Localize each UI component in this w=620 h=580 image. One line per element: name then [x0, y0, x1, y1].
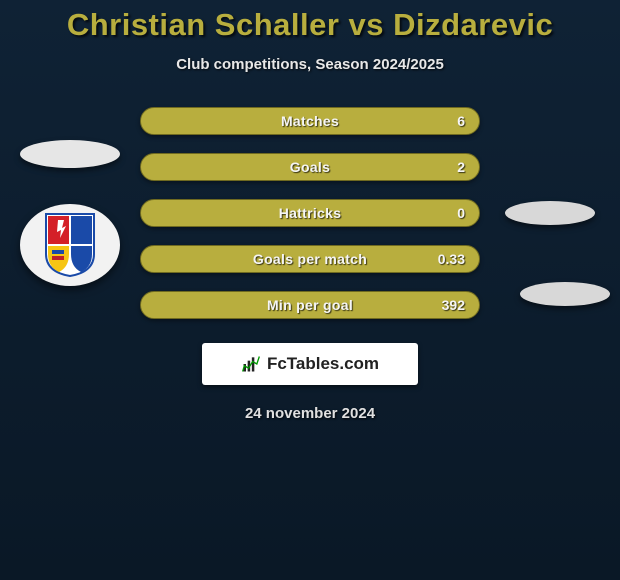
stat-label: Min per goal: [267, 297, 353, 313]
subtitle: Club competitions, Season 2024/2025: [176, 56, 444, 73]
club-logo-left: [20, 204, 120, 286]
stat-label: Hattricks: [279, 205, 342, 221]
placeholder-oval-left: [20, 140, 120, 168]
stat-label: Goals: [290, 159, 330, 175]
branding-badge[interactable]: FcTables.com: [202, 343, 418, 385]
player-right-column: [490, 201, 610, 225]
stat-bar: Hattricks 0: [140, 199, 480, 227]
stat-label: Goals per match: [253, 251, 367, 267]
stats-bars: Matches 6 Goals 2 Hattricks 0 Goals per …: [140, 107, 480, 319]
shield-icon: [42, 212, 98, 278]
branding-text: FcTables.com: [267, 354, 379, 374]
bar-chart-icon: [241, 354, 261, 374]
stat-bar: Matches 6: [140, 107, 480, 135]
stat-bar: Goals 2: [140, 153, 480, 181]
stat-value: 2: [457, 159, 465, 175]
stat-value: 0: [457, 205, 465, 221]
stat-value: 0.33: [438, 251, 465, 267]
stat-value: 392: [442, 297, 465, 313]
date-text: 24 november 2024: [245, 405, 375, 422]
player-left-column: [10, 140, 130, 286]
stat-label: Matches: [281, 113, 339, 129]
comparison-row: Matches 6 Goals 2 Hattricks 0 Goals per …: [0, 107, 620, 319]
stat-bar: Goals per match 0.33: [140, 245, 480, 273]
stat-value: 6: [457, 113, 465, 129]
placeholder-oval-right-2: [520, 282, 610, 306]
page-title: Christian Schaller vs Dizdarevic: [67, 8, 553, 42]
placeholder-oval-right: [505, 201, 595, 225]
stat-bar: Min per goal 392: [140, 291, 480, 319]
